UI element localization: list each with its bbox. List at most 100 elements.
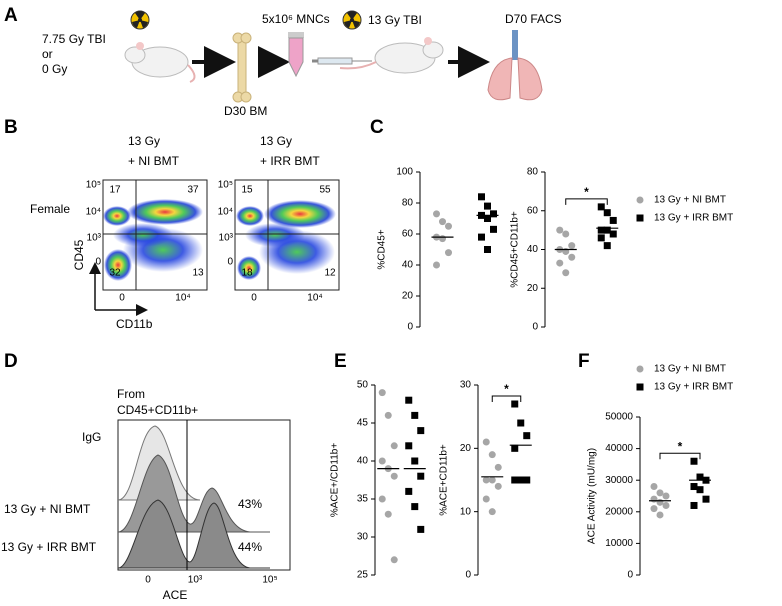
radiation-icon xyxy=(130,10,150,30)
significance-bracket xyxy=(565,198,608,205)
data-point xyxy=(482,438,490,446)
data-point xyxy=(390,556,398,564)
panel-label: E xyxy=(334,351,347,372)
axis-label: CD11b xyxy=(116,317,153,331)
x-tick-label: 0 xyxy=(119,293,125,304)
hist-title: CD45+CD11b+ xyxy=(117,403,198,417)
data-point xyxy=(439,235,446,243)
y-axis-label: %CD45+CD11b+ xyxy=(510,211,521,288)
data-point xyxy=(690,457,698,465)
data-point xyxy=(562,230,570,238)
mouse xyxy=(124,42,196,83)
data-point xyxy=(411,457,419,465)
y-tick-label: 0 xyxy=(95,257,101,268)
data-point xyxy=(511,444,519,452)
tube xyxy=(288,32,304,78)
x-tick-label: 10⁴ xyxy=(175,293,190,304)
x-tick-label: 0 xyxy=(145,575,151,586)
data-point xyxy=(556,259,564,267)
significance-label: * xyxy=(678,439,683,453)
density-blob xyxy=(103,206,131,226)
y-tick-label: 10⁴ xyxy=(218,207,233,218)
y-tick-label: 45 xyxy=(357,418,369,429)
y-tick-label: 0 xyxy=(465,570,471,581)
data-point xyxy=(511,400,519,408)
data-point xyxy=(511,476,519,484)
y-tick-label: 30 xyxy=(357,532,369,543)
percent-label: 43% xyxy=(238,497,262,511)
y-tick-label: 80 xyxy=(402,198,414,209)
quadrant-label: 32 xyxy=(109,268,121,279)
data-point xyxy=(490,210,497,218)
data-point xyxy=(439,218,446,226)
group-label: + NI BMT xyxy=(128,154,180,168)
density-blob xyxy=(264,200,336,228)
data-point xyxy=(417,472,425,480)
y-axis-label: %ACE+/CD11b+ xyxy=(330,443,341,517)
row-label: IgG xyxy=(82,430,101,444)
y-tick-label: 10 xyxy=(460,506,472,517)
x-tick-label: 0 xyxy=(251,293,257,304)
quadrant-label: 18 xyxy=(241,268,253,279)
schematic-text: 7.75 Gy TBI xyxy=(42,32,106,46)
data-point xyxy=(562,269,570,277)
data-point xyxy=(405,487,413,495)
data-point xyxy=(568,253,576,261)
data-point xyxy=(445,249,452,257)
panel-label: A xyxy=(4,5,18,26)
data-point xyxy=(484,246,491,253)
y-tick-label: 0 xyxy=(227,257,233,268)
quadrant-label: 55 xyxy=(319,185,331,196)
y-tick-label: 30000 xyxy=(605,475,633,486)
schematic-text: 0 Gy xyxy=(42,62,67,76)
y-tick-label: 60 xyxy=(402,229,414,240)
y-tick-label: 50000 xyxy=(605,412,633,423)
data-point xyxy=(488,476,496,484)
percent-label: 44% xyxy=(238,540,262,554)
group-label: 13 Gy xyxy=(128,134,160,148)
quadrant-label: 37 xyxy=(187,185,199,196)
x-tick-label: 10⁴ xyxy=(307,293,322,304)
legend-marker xyxy=(636,383,644,391)
quadrant-label: 17 xyxy=(109,185,121,196)
data-point xyxy=(390,472,398,480)
data-point xyxy=(650,483,658,491)
y-tick-label: 20 xyxy=(460,443,472,454)
data-point xyxy=(478,233,485,241)
y-tick-label: 10⁴ xyxy=(86,207,101,218)
radiation-icon xyxy=(342,10,362,30)
data-point xyxy=(597,226,605,234)
data-point xyxy=(609,216,617,224)
data-point xyxy=(656,498,664,506)
data-point xyxy=(484,202,491,210)
data-point xyxy=(417,525,425,533)
quadrant-label: 12 xyxy=(324,268,336,279)
data-point xyxy=(433,261,440,269)
data-point xyxy=(482,476,490,484)
data-point xyxy=(517,476,525,484)
quadrant-label: 13 xyxy=(192,268,204,279)
y-tick-label: 40 xyxy=(527,244,539,255)
y-tick-label: 20000 xyxy=(605,506,633,517)
data-point xyxy=(603,209,611,217)
data-point xyxy=(523,476,531,484)
row-label: Female xyxy=(30,202,70,216)
data-point xyxy=(696,486,704,494)
density-blob xyxy=(104,249,132,281)
y-tick-label: 30 xyxy=(460,380,472,391)
data-point xyxy=(378,495,386,503)
density-blob xyxy=(236,206,264,226)
x-tick-label: 10⁵ xyxy=(262,575,277,586)
panel-label: B xyxy=(4,117,18,138)
data-point xyxy=(490,225,497,233)
data-point xyxy=(384,510,392,518)
legend-marker xyxy=(636,196,644,204)
y-tick-label: 35 xyxy=(357,494,369,505)
data-point xyxy=(390,442,398,450)
data-point xyxy=(662,492,670,500)
y-axis-label: %CD45+ xyxy=(377,229,388,269)
y-tick-label: 60 xyxy=(527,205,539,216)
y-axis-label: %ACE+CD11b+ xyxy=(439,444,450,516)
data-point xyxy=(609,230,617,238)
